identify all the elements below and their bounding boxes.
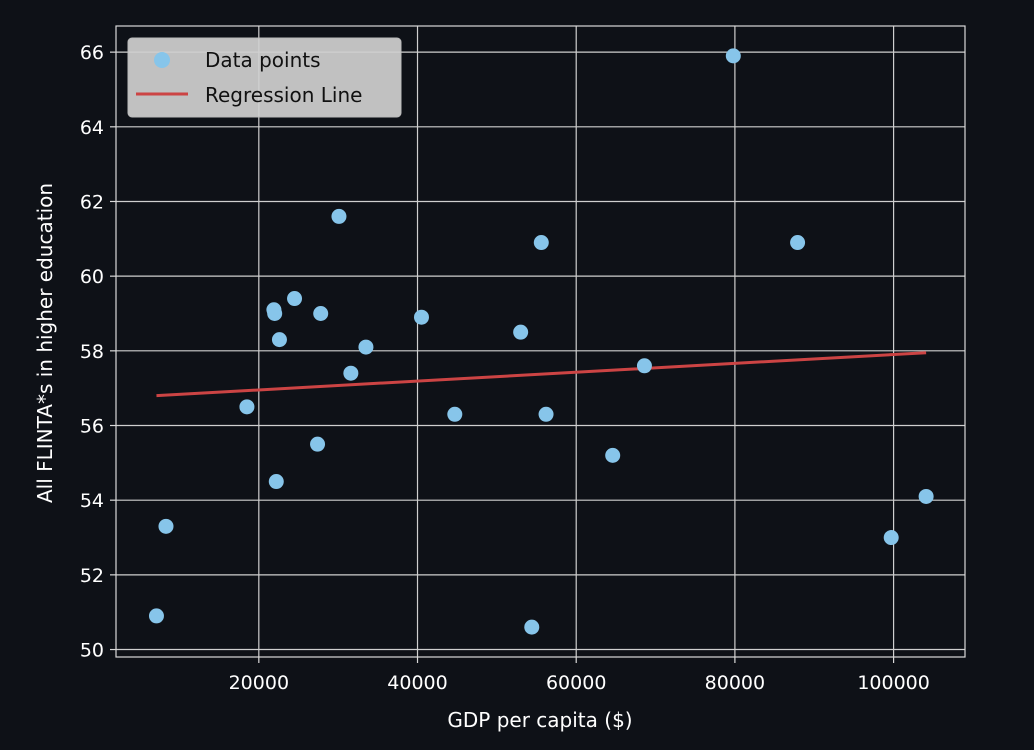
y-tick-label: 66 <box>80 42 104 64</box>
x-tick-label: 20000 <box>229 672 289 694</box>
data-point <box>313 305 329 321</box>
y-tick-label: 58 <box>80 341 104 363</box>
data-point <box>268 474 284 490</box>
x-axis-label: GDP per capita ($) <box>447 708 632 732</box>
data-point <box>287 291 303 307</box>
y-tick-label: 50 <box>80 640 104 662</box>
x-tick-label: 60000 <box>546 672 606 694</box>
data-point <box>883 530 899 546</box>
data-point <box>918 488 934 504</box>
regression-line <box>156 351 927 398</box>
y-tick-label: 56 <box>80 416 104 438</box>
data-point <box>636 358 652 374</box>
data-point <box>605 447 621 463</box>
y-axis-label: All FLINTA*s in higher education <box>33 183 57 503</box>
y-tick-label: 62 <box>80 191 104 213</box>
data-point <box>343 365 359 381</box>
data-point <box>513 324 529 340</box>
y-tick-label: 60 <box>80 266 104 288</box>
data-point <box>533 235 549 251</box>
data-point <box>331 208 347 224</box>
legend: Data points Regression Line <box>127 37 402 118</box>
grid <box>116 26 965 657</box>
legend-marker-data-points <box>154 52 170 68</box>
data-point <box>239 399 255 415</box>
y-tick-label: 54 <box>80 490 104 512</box>
x-tick-label: 40000 <box>387 672 447 694</box>
legend-label-data-points: Data points <box>205 48 321 72</box>
y-axis-ticks: 50 52 54 56 58 60 62 64 66 <box>80 42 116 662</box>
data-point <box>790 235 806 251</box>
x-axis-ticks: 20000 40000 60000 80000 100000 <box>229 657 930 694</box>
data-point <box>447 406 463 422</box>
data-point <box>148 608 164 624</box>
y-tick-label: 64 <box>80 117 104 139</box>
data-point <box>413 309 429 325</box>
plot-frame <box>115 25 966 658</box>
y-tick-label: 52 <box>80 565 104 587</box>
data-point <box>524 619 540 635</box>
data-point <box>725 48 741 64</box>
data-point <box>310 436 326 452</box>
data-point <box>538 406 554 422</box>
data-point <box>267 305 283 321</box>
legend-label-regression-line: Regression Line <box>205 83 362 107</box>
x-tick-label: 80000 <box>705 672 765 694</box>
plot-area <box>116 26 965 657</box>
data-point <box>271 332 287 348</box>
x-tick-label: 100000 <box>857 672 930 694</box>
data-point <box>358 339 374 355</box>
data-point <box>158 518 174 534</box>
regression-line-layer <box>156 351 927 398</box>
data-points-layer <box>148 48 934 635</box>
legend-box <box>127 37 402 118</box>
